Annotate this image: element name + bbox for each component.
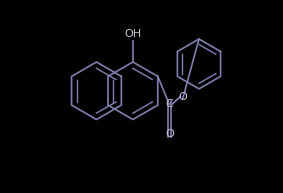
Text: O: O [165, 129, 174, 139]
Text: OH: OH [124, 29, 142, 39]
Text: O: O [178, 91, 187, 102]
Text: C: C [165, 99, 173, 109]
